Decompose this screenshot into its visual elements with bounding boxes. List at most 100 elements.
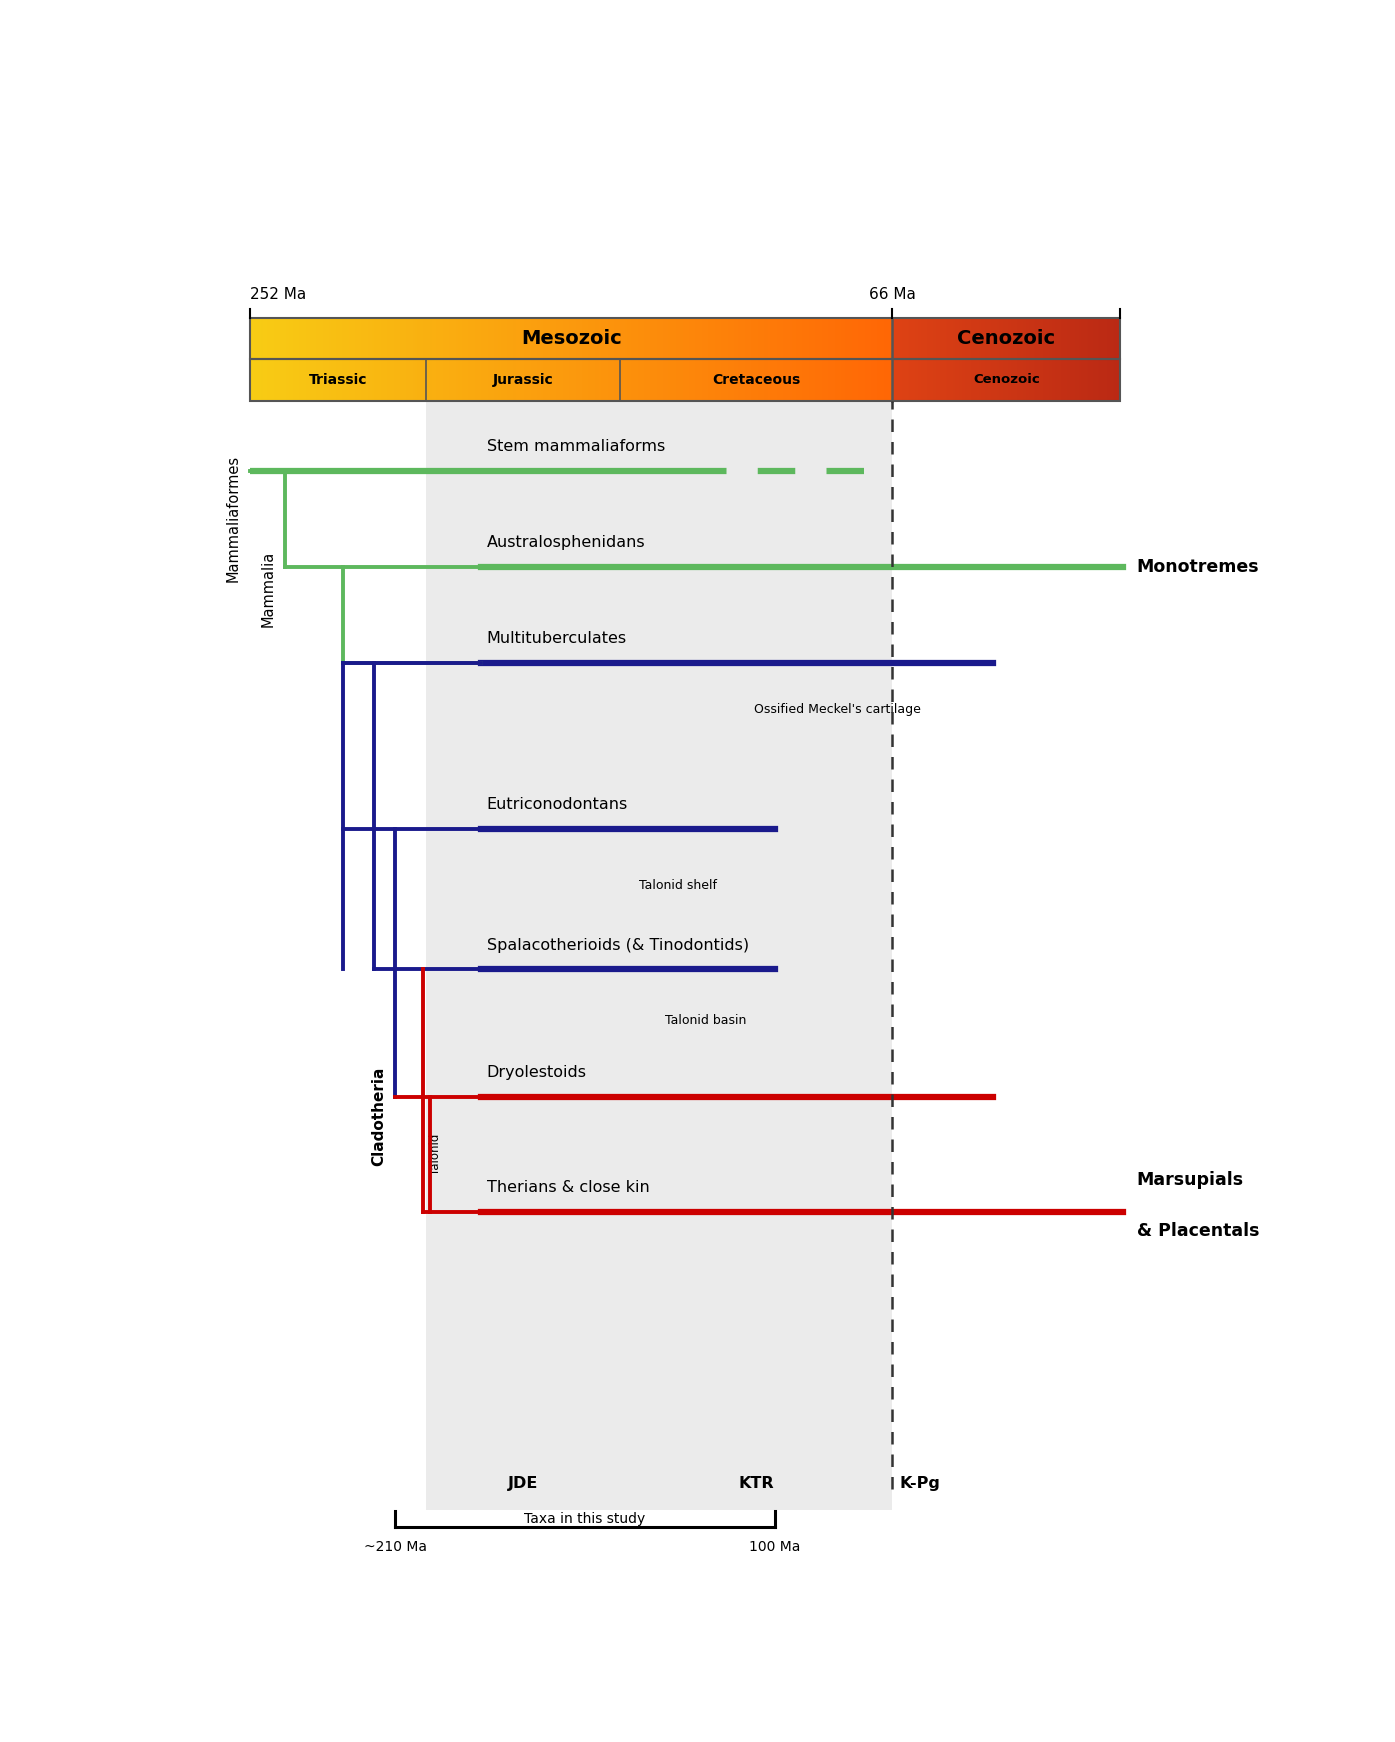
Bar — [911, 317, 912, 359]
Bar — [757, 317, 760, 359]
Bar — [1094, 359, 1095, 401]
Bar — [485, 359, 488, 401]
Bar — [520, 359, 522, 401]
Bar — [965, 317, 967, 359]
Bar — [654, 359, 657, 401]
Bar — [1073, 359, 1074, 401]
Bar — [548, 359, 550, 401]
Bar — [1024, 317, 1027, 359]
Bar — [462, 317, 465, 359]
Bar — [996, 359, 997, 401]
Bar — [670, 317, 672, 359]
Bar — [582, 317, 585, 359]
Bar — [437, 359, 438, 401]
Bar — [1089, 359, 1091, 401]
Bar — [406, 359, 409, 401]
Bar — [843, 317, 845, 359]
Bar — [834, 317, 837, 359]
Bar — [1063, 359, 1064, 401]
Bar — [896, 359, 897, 401]
Bar — [1050, 317, 1052, 359]
Bar — [481, 359, 484, 401]
Bar — [975, 317, 976, 359]
Bar — [310, 359, 312, 401]
Bar — [420, 317, 421, 359]
Bar — [640, 317, 642, 359]
Bar — [858, 359, 861, 401]
Bar — [590, 317, 593, 359]
Bar — [417, 359, 420, 401]
Bar — [861, 359, 862, 401]
Bar — [858, 317, 861, 359]
Bar — [721, 359, 723, 401]
Bar — [554, 317, 557, 359]
Bar — [286, 317, 289, 359]
Bar — [625, 317, 626, 359]
Bar — [449, 359, 452, 401]
Bar — [631, 317, 633, 359]
Bar — [273, 359, 276, 401]
Bar — [569, 359, 571, 401]
Bar — [618, 359, 621, 401]
Bar — [658, 317, 661, 359]
Bar — [350, 317, 353, 359]
Bar — [999, 317, 1000, 359]
Bar — [654, 317, 657, 359]
Bar — [638, 317, 640, 359]
Bar — [822, 317, 824, 359]
Bar — [737, 317, 738, 359]
Bar — [530, 359, 533, 401]
Bar — [852, 359, 854, 401]
Bar — [1049, 317, 1050, 359]
Bar — [1017, 317, 1018, 359]
Bar — [386, 359, 389, 401]
Bar — [968, 317, 970, 359]
Bar — [382, 359, 385, 401]
Bar — [897, 317, 898, 359]
Bar — [972, 359, 975, 401]
Bar — [970, 317, 971, 359]
Bar — [734, 359, 737, 401]
Bar — [392, 359, 393, 401]
Bar — [520, 317, 522, 359]
Bar — [817, 359, 820, 401]
Bar — [1056, 359, 1057, 401]
Bar — [718, 359, 721, 401]
Bar — [396, 359, 398, 401]
Bar — [441, 317, 442, 359]
Bar — [571, 317, 573, 359]
Bar — [843, 359, 845, 401]
Bar — [308, 359, 310, 401]
Bar — [484, 359, 485, 401]
Bar — [582, 359, 585, 401]
Bar — [884, 317, 886, 359]
Bar — [766, 317, 769, 359]
Bar — [1035, 317, 1036, 359]
Bar — [907, 359, 908, 401]
Bar — [976, 359, 978, 401]
Bar — [282, 359, 285, 401]
Bar — [552, 359, 554, 401]
Bar — [658, 359, 661, 401]
Bar — [737, 359, 738, 401]
Bar — [1095, 317, 1096, 359]
Bar — [889, 317, 890, 359]
Bar — [1113, 317, 1115, 359]
Bar — [996, 317, 997, 359]
Bar — [930, 317, 932, 359]
Bar — [869, 317, 870, 359]
Bar — [301, 359, 304, 401]
Bar — [562, 317, 565, 359]
Bar — [741, 317, 742, 359]
Bar — [370, 359, 372, 401]
Bar — [919, 359, 921, 401]
Bar — [961, 359, 963, 401]
Bar — [372, 317, 374, 359]
Bar — [947, 359, 949, 401]
Bar — [294, 317, 297, 359]
Bar — [857, 317, 858, 359]
Bar — [944, 359, 946, 401]
Bar — [538, 359, 541, 401]
Bar — [364, 317, 365, 359]
Bar — [824, 359, 826, 401]
